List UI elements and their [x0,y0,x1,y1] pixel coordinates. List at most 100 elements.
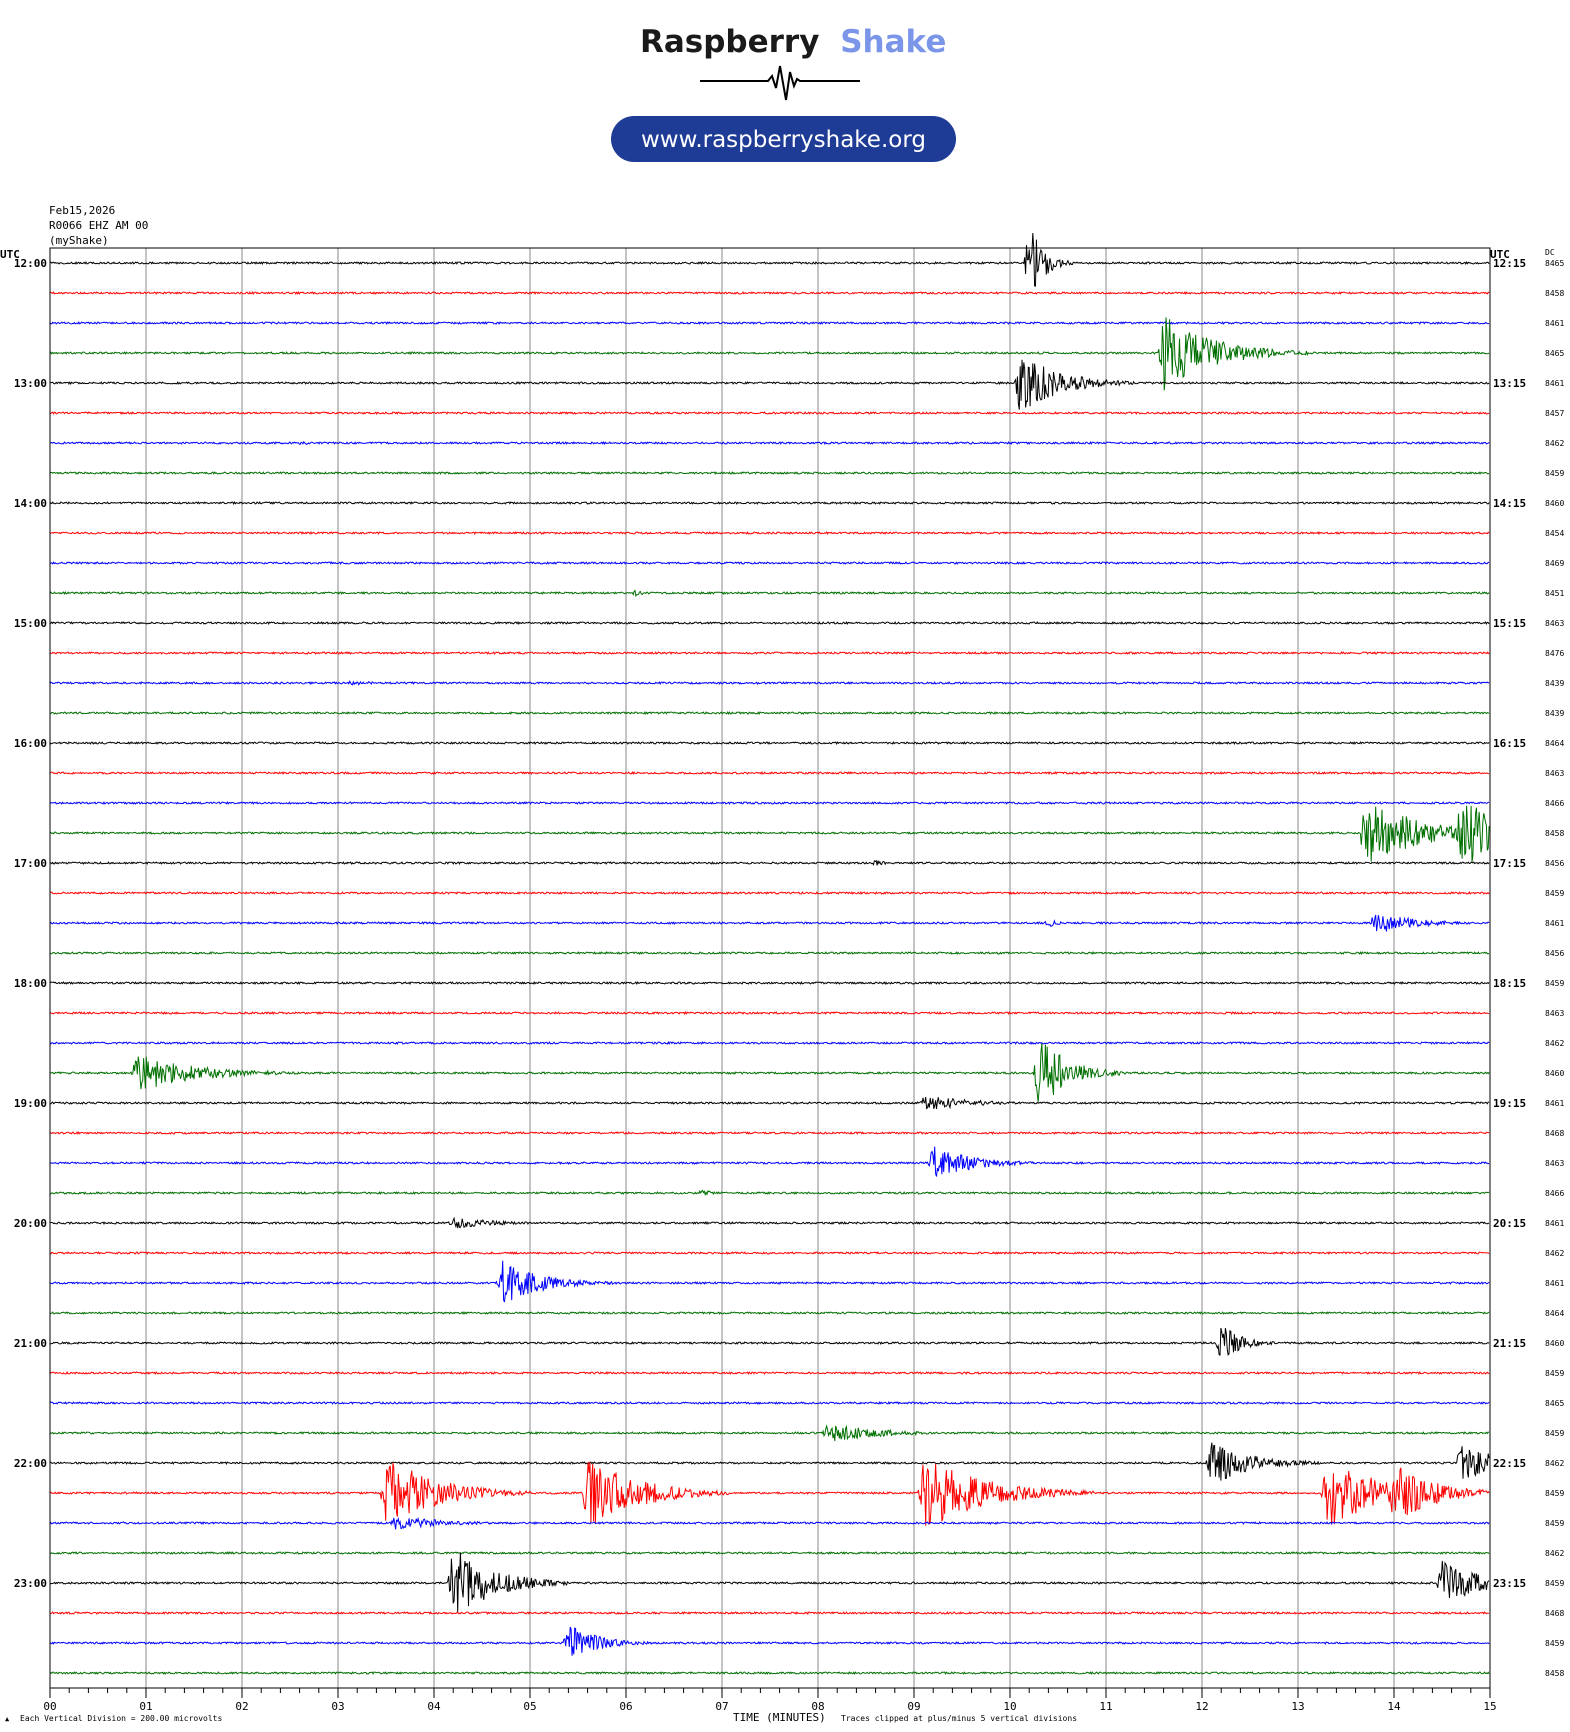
website-pill[interactable] [611,116,956,162]
right-time-label: 18:15 [1493,977,1526,990]
x-axis-title: TIME (MINUTES) [733,1711,826,1724]
x-tick-label: 14 [1387,1700,1401,1713]
seismic-trace [49,561,1490,565]
x-axis: 00 01 02 03 04 05 06 07 08 09 10 11 12 13 14 15 [43,1688,1497,1713]
x-tick-label: 04 [427,1700,441,1713]
left-axis-label: UTC [0,248,20,261]
right-time-label: 12:15 [1493,257,1526,270]
seismic-trace [49,771,1490,776]
corner-mark: ▲ [5,1715,10,1723]
dc-value: 8462 [1545,1549,1564,1558]
seismic-wave-icon [700,65,860,101]
dc-value: 8461 [1545,379,1564,388]
seismic-trace [49,951,1490,955]
dc-value: 8466 [1545,799,1564,808]
right-time-label: 21:15 [1493,1337,1526,1350]
seismic-trace [49,1216,1490,1229]
scale-note: Each Vertical Division = 200.00 microvol… [20,1714,222,1723]
dc-value: 8462 [1545,1249,1564,1258]
x-tick-label: 05 [523,1700,536,1713]
seismic-trace [49,1442,1490,1481]
x-tick-label: 07 [715,1700,728,1713]
dc-value: 8461 [1545,919,1564,928]
right-time-label: 13:15 [1493,377,1526,390]
plot-frame [49,247,1491,1689]
left-time-label: 22:00 [14,1457,47,1470]
seismic-trace [49,531,1490,535]
dc-value: 8451 [1545,589,1564,598]
record-date: Feb15,2026 [49,204,115,217]
dc-value: 8459 [1545,1519,1564,1528]
x-tick-label: 09 [907,1700,920,1713]
left-time-label: 21:00 [14,1337,47,1350]
dc-value: 8459 [1545,979,1564,988]
seismic-trace [49,1011,1490,1015]
seismic-trace [49,1401,1490,1405]
dc-value: 8461 [1545,319,1564,328]
left-time-label: 13:00 [14,377,47,390]
seismic-trace [49,589,1490,598]
dc-value: 8462 [1545,1039,1564,1048]
left-time-label: 12:00 [14,257,47,270]
seismic-trace [49,621,1490,625]
x-tick-label: 13 [1291,1700,1304,1713]
seismic-trace [49,981,1490,986]
dc-value: 8456 [1545,859,1564,868]
x-tick-label: 12 [1195,1700,1208,1713]
website-url: www.raspberryshake.org [641,127,926,153]
raspberry-shake-logo: Raspberry Shake www.raspberryshake.org [611,24,956,162]
right-time-label: 23:15 [1493,1577,1526,1590]
dc-value: 8464 [1545,739,1564,748]
dc-value: 8459 [1545,889,1564,898]
seismic-trace [49,291,1490,296]
left-time-label: 15:00 [14,617,47,630]
dc-value: 8459 [1545,1579,1564,1588]
x-tick-label: 10 [1003,1700,1016,1713]
dc-value: 8457 [1545,409,1564,418]
seismic-trace [49,317,1490,391]
seismic-trace [49,651,1490,655]
dc-value: 8463 [1545,1159,1564,1168]
dc-label: DC [1545,248,1555,257]
dc-value: 8439 [1545,709,1564,718]
seismic-trace [49,805,1490,863]
seismic-trace [49,1311,1490,1315]
dc-value: 8465 [1545,259,1564,268]
seismic-trace [49,1551,1490,1555]
x-tick-label: 11 [1099,1700,1112,1713]
seismic-trace [49,711,1490,715]
left-time-label: 17:00 [14,857,47,870]
x-tick-label: 01 [139,1700,152,1713]
dc-value: 8461 [1545,1099,1564,1108]
seismic-trace [50,359,1490,410]
dc-value: 8465 [1545,349,1564,358]
dc-value: 8459 [1545,1489,1564,1498]
seismic-trace [49,859,1490,866]
seismic-trace [49,1516,1490,1530]
seismic-trace [49,1040,1490,1046]
right-time-label: 16:15 [1493,737,1526,750]
dc-value: 8476 [1545,649,1564,658]
dc-value: 8454 [1545,529,1564,538]
seismic-trace [49,1461,1490,1526]
left-time-label: 16:00 [14,737,47,750]
dc-value: 8459 [1545,1639,1564,1648]
seismic-trace [49,1611,1490,1615]
dc-value: 8459 [1545,469,1564,478]
x-tick-label: 06 [619,1700,632,1713]
seismic-trace [49,1552,1490,1613]
seismic-trace [49,1189,1490,1197]
brand-name: Raspberry Shake [640,24,946,60]
dc-value: 8463 [1545,769,1564,778]
x-tick-label: 08 [811,1700,824,1713]
x-tick-label: 02 [235,1700,248,1713]
time-labels: 12:00 12:15 13:00 13:15 14:00 14:15 15:00 15:15… [14,257,1565,1678]
dc-value: 8464 [1545,1309,1564,1318]
right-axis-label: UTC [1490,248,1510,261]
seismic-trace [50,891,1490,895]
dc-value: 8460 [1545,1339,1564,1348]
right-time-label: 17:15 [1493,857,1526,870]
dc-value: 8466 [1545,1189,1564,1198]
dc-value: 8459 [1545,1369,1564,1378]
data-source: (myShake) [49,234,109,247]
